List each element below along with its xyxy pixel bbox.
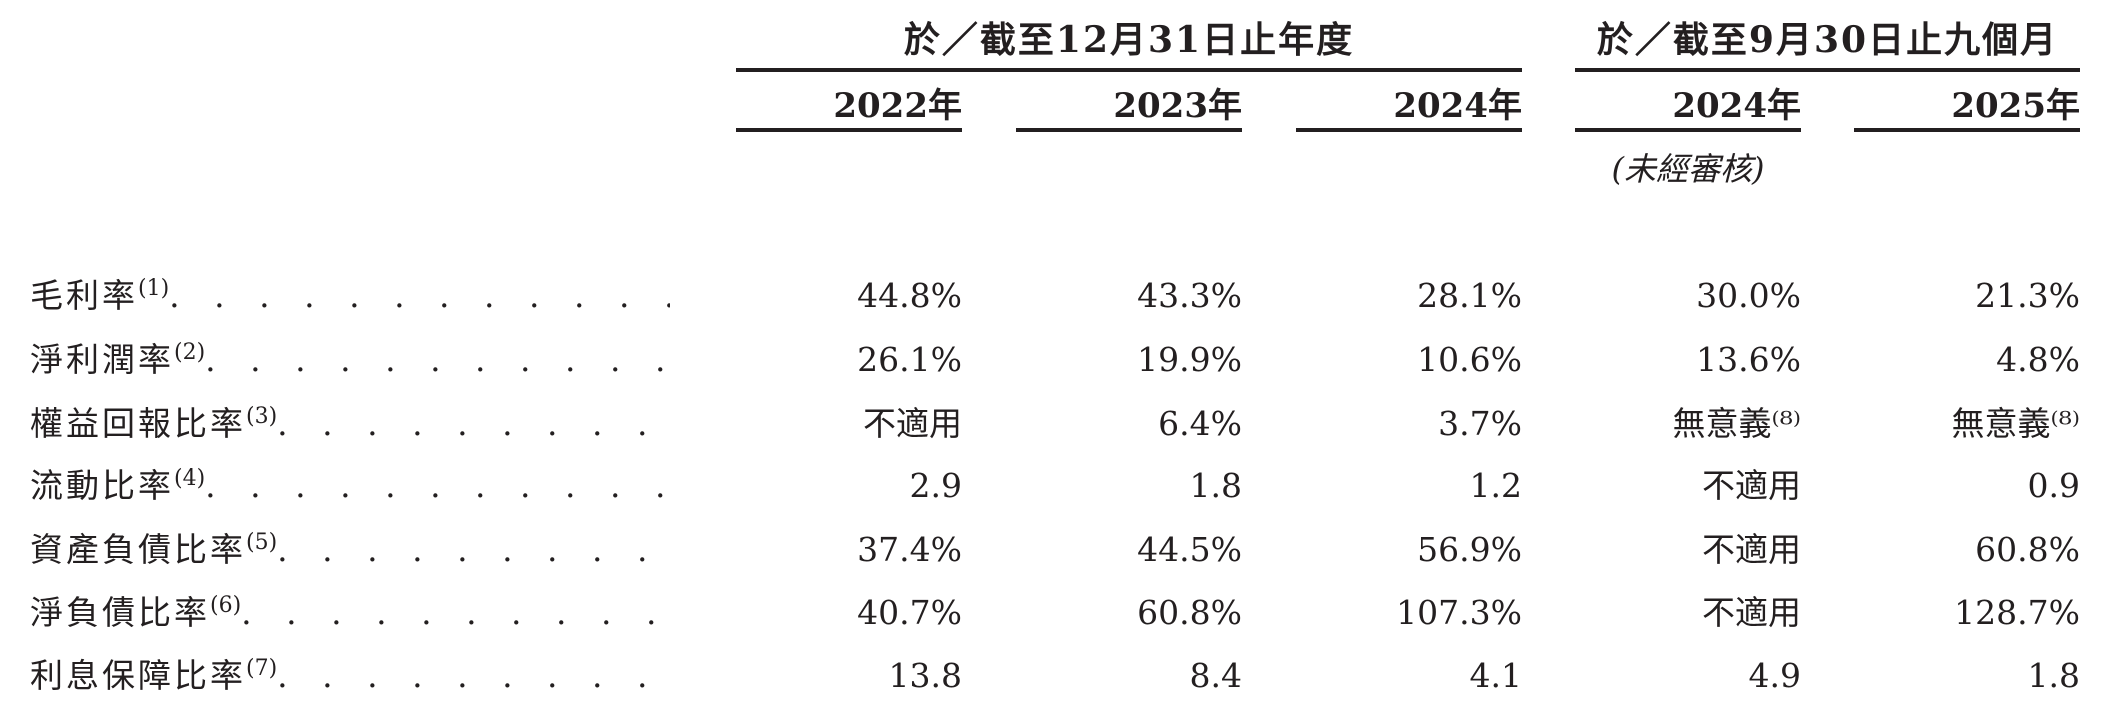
metric-name: 流動比率 [30, 466, 174, 505]
cell-value: 不適用 [863, 404, 962, 443]
footnote-ref: (2) [174, 340, 206, 365]
metric-name: 毛利率 [30, 276, 138, 315]
leader-dots: . . . . . . . . . . . . . . . . . . . . … [277, 404, 670, 443]
cell-value: 無意義⁽⁸⁾ [1951, 404, 2080, 443]
cell-value: 43.3% [1137, 276, 1242, 315]
row-label: 淨利潤率(2). . . . . . . . . . . . . . . . .… [30, 332, 670, 388]
cell-value: 37.4% [857, 530, 962, 569]
footnote-ref: (3) [246, 404, 278, 429]
cell-value: 44.8% [857, 276, 962, 315]
footnote-ref: (7) [246, 656, 278, 681]
header-nine-months-period: 於／截至9月30日止九個月 [1575, 18, 2080, 72]
footnote-ref: (4) [174, 466, 206, 491]
cell-value: 1.8 [1189, 466, 1242, 505]
row-label: 流動比率(4). . . . . . . . . . . . . . . . .… [30, 458, 670, 514]
table-row: 資產負債比率(5). . . . . . . . . . . . . . . .… [0, 522, 2104, 578]
table-row: 權益回報比率(3). . . . . . . . . . . . . . . .… [0, 396, 2104, 452]
cell-value: 4.1 [1469, 656, 1522, 695]
cell-value: 不適用 [1702, 466, 1801, 505]
cell-value: 6.4% [1158, 404, 1242, 443]
cell-value: 26.1% [857, 340, 962, 379]
cell-value: 13.6% [1696, 340, 1801, 379]
cell-value: 2.9 [909, 466, 962, 505]
leader-dots: . . . . . . . . . . . . . . . . . . . . … [205, 466, 670, 505]
metric-name: 利息保障比率 [30, 656, 246, 695]
cell-value: 不適用 [1702, 530, 1801, 569]
cell-value: 8.4 [1189, 656, 1242, 695]
cell-value: 1.8 [2027, 656, 2080, 695]
row-label: 淨負債比率(6). . . . . . . . . . . . . . . . … [30, 585, 670, 641]
header-annual-period: 於／截至12月31日止年度 [736, 18, 1522, 72]
table-row: 毛利率(1). . . . . . . . . . . . . . . . . … [0, 268, 2104, 324]
year-header: 2024年 [1575, 84, 1801, 132]
table-row: 淨利潤率(2). . . . . . . . . . . . . . . . .… [0, 332, 2104, 388]
cell-value: 1.2 [1469, 466, 1522, 505]
cell-value: 4.8% [1996, 340, 2080, 379]
cell-value: 13.8 [888, 656, 962, 695]
leader-dots: . . . . . . . . . . . . . . . . . . . . … [205, 340, 670, 379]
year-header: 2024年 [1296, 84, 1522, 132]
leader-dots: . . . . . . . . . . . . . . . . . . . . … [241, 593, 670, 632]
cell-value: 28.1% [1417, 276, 1522, 315]
footnote-ref: (6) [210, 593, 242, 618]
cell-value: 128.7% [1954, 593, 2080, 632]
unaudited-note: (未經審核) [1611, 150, 1765, 188]
table-row: 利息保障比率(7). . . . . . . . . . . . . . . .… [0, 648, 2104, 704]
row-label: 利息保障比率(7). . . . . . . . . . . . . . . .… [30, 648, 670, 704]
cell-value: 40.7% [857, 593, 962, 632]
leader-dots: . . . . . . . . . . . . . . . . . . . . … [277, 656, 670, 695]
year-header: 2022年 [736, 84, 962, 132]
cell-value: 3.7% [1438, 404, 1522, 443]
cell-value: 19.9% [1137, 340, 1242, 379]
cell-value: 無意義⁽⁸⁾ [1672, 404, 1801, 443]
footnote-ref: (5) [246, 530, 278, 555]
cell-value: 56.9% [1417, 530, 1522, 569]
metric-name: 淨負債比率 [30, 593, 210, 632]
year-header: 2025年 [1854, 84, 2080, 132]
leader-dots: . . . . . . . . . . . . . . . . . . . . … [277, 530, 670, 569]
cell-value: 不適用 [1702, 593, 1801, 632]
table-row: 流動比率(4). . . . . . . . . . . . . . . . .… [0, 458, 2104, 514]
metric-name: 資產負債比率 [30, 530, 246, 569]
cell-value: 4.9 [1748, 656, 1801, 695]
metric-name: 權益回報比率 [30, 404, 246, 443]
cell-value: 107.3% [1396, 593, 1522, 632]
year-header: 2023年 [1016, 84, 1242, 132]
cell-value: 10.6% [1417, 340, 1522, 379]
leader-dots: . . . . . . . . . . . . . . . . . . . . … [169, 276, 670, 315]
table-row: 淨負債比率(6). . . . . . . . . . . . . . . . … [0, 585, 2104, 641]
cell-value: 21.3% [1975, 276, 2080, 315]
cell-value: 0.9 [2027, 466, 2080, 505]
metric-name: 淨利潤率 [30, 340, 174, 379]
row-label: 資產負債比率(5). . . . . . . . . . . . . . . .… [30, 522, 670, 578]
cell-value: 30.0% [1696, 276, 1801, 315]
cell-value: 44.5% [1137, 530, 1242, 569]
cell-value: 60.8% [1137, 593, 1242, 632]
row-label: 權益回報比率(3). . . . . . . . . . . . . . . .… [30, 396, 670, 452]
row-label: 毛利率(1). . . . . . . . . . . . . . . . . … [30, 268, 670, 324]
footnote-ref: (1) [138, 276, 170, 301]
cell-value: 60.8% [1975, 530, 2080, 569]
